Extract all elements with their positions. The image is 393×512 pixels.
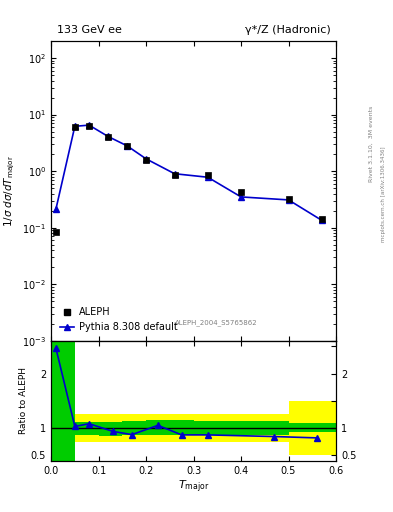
Text: mcplots.cern.ch [arXiv:1306.3436]: mcplots.cern.ch [arXiv:1306.3436] bbox=[381, 147, 386, 242]
Y-axis label: $1/\sigma\;d\sigma/dT_{\rm major}$: $1/\sigma\;d\sigma/dT_{\rm major}$ bbox=[2, 155, 17, 227]
Text: 133 GeV ee: 133 GeV ee bbox=[57, 25, 122, 35]
X-axis label: $T_{\rm major}$: $T_{\rm major}$ bbox=[178, 478, 209, 495]
Legend: ALEPH, Pythia 8.308 default: ALEPH, Pythia 8.308 default bbox=[56, 303, 182, 336]
Y-axis label: Ratio to ALEPH: Ratio to ALEPH bbox=[19, 367, 28, 434]
Text: γ*/Z (Hadronic): γ*/Z (Hadronic) bbox=[244, 25, 330, 35]
Text: ALEPH_2004_S5765862: ALEPH_2004_S5765862 bbox=[175, 319, 258, 326]
Text: Rivet 3.1.10,  3M events: Rivet 3.1.10, 3M events bbox=[369, 105, 374, 182]
